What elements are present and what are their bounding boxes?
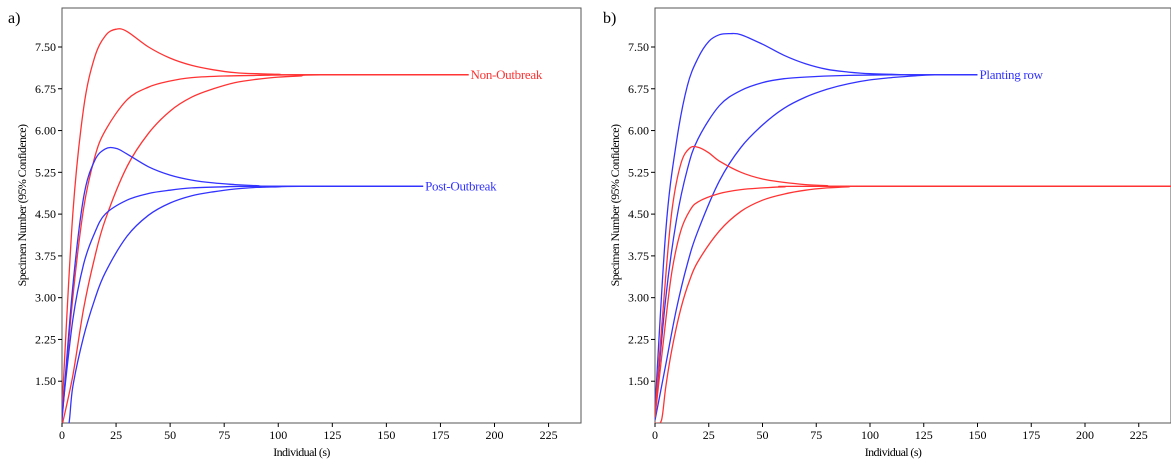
- y-tick-label: 3.00: [35, 291, 56, 305]
- panel-label: b): [603, 10, 616, 27]
- curve-mean: [62, 74, 469, 421]
- x-tick-label: 100: [861, 428, 879, 442]
- panel-b: b) 0 25 50 75 100 125 150 175 200 225 1.50 2.25 3.00 3…: [603, 7, 1171, 459]
- x-tick-label: 175: [431, 428, 449, 442]
- y-tick-label: 6.00: [35, 124, 56, 138]
- panel-label: a): [8, 10, 20, 27]
- curve-mean: [655, 74, 978, 415]
- y-tick-label: 2.25: [35, 332, 56, 346]
- x-tick-label: 150: [969, 428, 987, 442]
- y-tick-label: 2.25: [628, 332, 649, 346]
- series-planting-row: [655, 32, 978, 421]
- curve-lower: [655, 185, 1171, 423]
- y-tick-label: 3.75: [628, 249, 649, 263]
- y-tick-label: 6.00: [628, 124, 649, 138]
- x-tick-label: 125: [323, 428, 341, 442]
- x-tick-label: 75: [810, 428, 822, 442]
- x-tick-label: 0: [652, 428, 658, 442]
- curve-lower: [62, 74, 469, 423]
- curve-upper: [62, 28, 469, 410]
- plot-frame: [654, 7, 1171, 424]
- y-tick-label: 6.75: [628, 82, 649, 96]
- y-tick-label: 3.00: [628, 291, 649, 305]
- series-label: Non-Outbreak: [471, 67, 543, 82]
- y-tick-label: 1.50: [628, 374, 649, 388]
- curve-lower: [62, 185, 424, 423]
- series-label: Post-Outbreak: [425, 178, 497, 193]
- panel-a: a) 0 25 50 75 100 125 150 175 200 225 1.50 2.25 3.00 3…: [8, 7, 582, 459]
- x-tick-label: 225: [540, 428, 558, 442]
- x-tick-label: 50: [164, 428, 176, 442]
- y-tick-label: 7.50: [35, 40, 56, 54]
- curve-lower: [655, 74, 978, 421]
- x-tick-label: 125: [915, 428, 933, 442]
- x-tick-label: 0: [59, 428, 65, 442]
- y-tick-label: 4.50: [35, 207, 56, 221]
- x-tick-label: 100: [269, 428, 287, 442]
- x-tick-label: 200: [1076, 428, 1094, 442]
- x-tick-label: 225: [1130, 428, 1148, 442]
- y-tick-label: 5.25: [628, 165, 649, 179]
- y-tick-label: 7.50: [628, 40, 649, 54]
- y-axis-title: Specimen Number (95% Confidence): [15, 124, 29, 286]
- y-tick-label: 3.75: [35, 249, 56, 263]
- x-tick-label: 25: [703, 428, 715, 442]
- curve-mean: [655, 185, 1171, 418]
- x-tick-label: 150: [377, 428, 395, 442]
- x-tick-label: 175: [1022, 428, 1040, 442]
- y-tick-label: 4.50: [628, 207, 649, 221]
- y-tick-label: 5.25: [35, 165, 56, 179]
- curve-upper: [655, 32, 978, 410]
- y-axis-title: Specimen Number (95% Confidence): [608, 124, 622, 286]
- series-label: Planting row: [980, 67, 1044, 82]
- x-axis-title: Individual (s): [865, 445, 922, 459]
- x-tick-label: 50: [757, 428, 769, 442]
- series-non-outbreak: [62, 28, 469, 423]
- x-tick-label: 200: [486, 428, 504, 442]
- y-tick-label: 1.50: [35, 374, 56, 388]
- x-tick-label: 25: [110, 428, 122, 442]
- x-tick-label: 75: [218, 428, 230, 442]
- plot-frame: [61, 7, 582, 424]
- y-tick-label: 6.75: [35, 82, 56, 96]
- series-beneficial-plant: [655, 145, 1171, 423]
- curve-mean: [62, 185, 424, 415]
- x-axis-title: Individual (s): [273, 445, 330, 459]
- series-post-outbreak: [62, 146, 424, 423]
